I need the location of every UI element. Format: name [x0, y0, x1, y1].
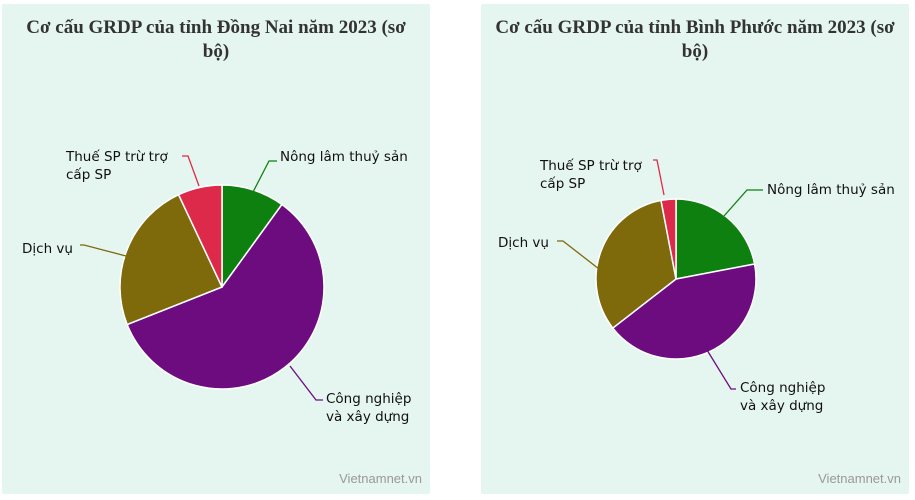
leader-line — [289, 365, 323, 401]
slice-label: Nông lâm thuỷ sản — [280, 149, 408, 165]
slice-label: Dịch vụ — [22, 241, 73, 257]
pie-chart-dong-nai: Nông lâm thuỷ sản Công nghiệp và xây dựng D… — [22, 148, 411, 425]
slice-label-line: Thuế SP trừ trợ — [65, 148, 168, 165]
slice-label-line: Nông lâm thuỷ sản — [767, 182, 895, 198]
leader-line — [723, 189, 763, 217]
slice-label-line: Công nghiệp — [740, 380, 825, 396]
slice-label-line: cấp SP — [540, 176, 585, 192]
slice-label-line: và xây dựng — [740, 398, 823, 414]
slice-label: Thuế SP trừ trợ cấp SP — [539, 157, 642, 192]
slice-label: Nông lâm thuỷ sản — [767, 182, 895, 198]
leader-line — [251, 160, 277, 195]
slice-label: Thuế SP trừ trợ cấp SP — [65, 148, 168, 183]
credit-text: Vietnamnet.vn — [339, 471, 422, 486]
pie-slice — [595, 199, 677, 330]
chart-panel-dong-nai: Cơ cấu GRDP của tỉnh Đồng Nai năm 2023 (… — [2, 4, 430, 494]
leader-line — [557, 240, 600, 270]
pie-slice — [660, 198, 677, 280]
chart-title: Cơ cấu GRDP của tỉnh Bình Phước năm 2023… — [495, 17, 895, 62]
slice-label-line: Nông lâm thuỷ sản — [280, 149, 408, 165]
slice-label-line: Thuế SP trừ trợ — [539, 157, 642, 174]
leader-line — [653, 159, 665, 196]
credit-text: Vietnamnet.vn — [818, 471, 901, 486]
leader-line — [706, 349, 736, 390]
slice-label: Công nghiệp và xây dựng — [740, 380, 825, 414]
chart-panel-binh-phuoc: Cơ cấu GRDP của tỉnh Bình Phước năm 2023… — [481, 4, 909, 494]
pie-slice — [119, 193, 224, 326]
slice-label: Công nghiệp và xây dựng — [326, 391, 411, 425]
pie-slice — [177, 184, 223, 288]
leader-line — [182, 155, 200, 187]
chart-title: Cơ cấu GRDP của tỉnh Đồng Nai năm 2023 (… — [26, 17, 406, 62]
slice-label-line: và xây dựng — [326, 409, 409, 425]
slice-label-line: Công nghiệp — [326, 391, 411, 407]
leader-line — [80, 244, 127, 257]
slice-label: Dịch vụ — [498, 235, 549, 251]
pie-slice — [675, 198, 756, 280]
slice-label-line: Dịch vụ — [498, 235, 549, 251]
slice-label-line: cấp SP — [66, 167, 111, 183]
pie-chart-binh-phuoc: Nông lâm thuỷ sản Công nghiệp và xây dựng D… — [498, 157, 895, 414]
slice-label-line: Dịch vụ — [22, 241, 73, 257]
pie-slice — [126, 203, 325, 390]
